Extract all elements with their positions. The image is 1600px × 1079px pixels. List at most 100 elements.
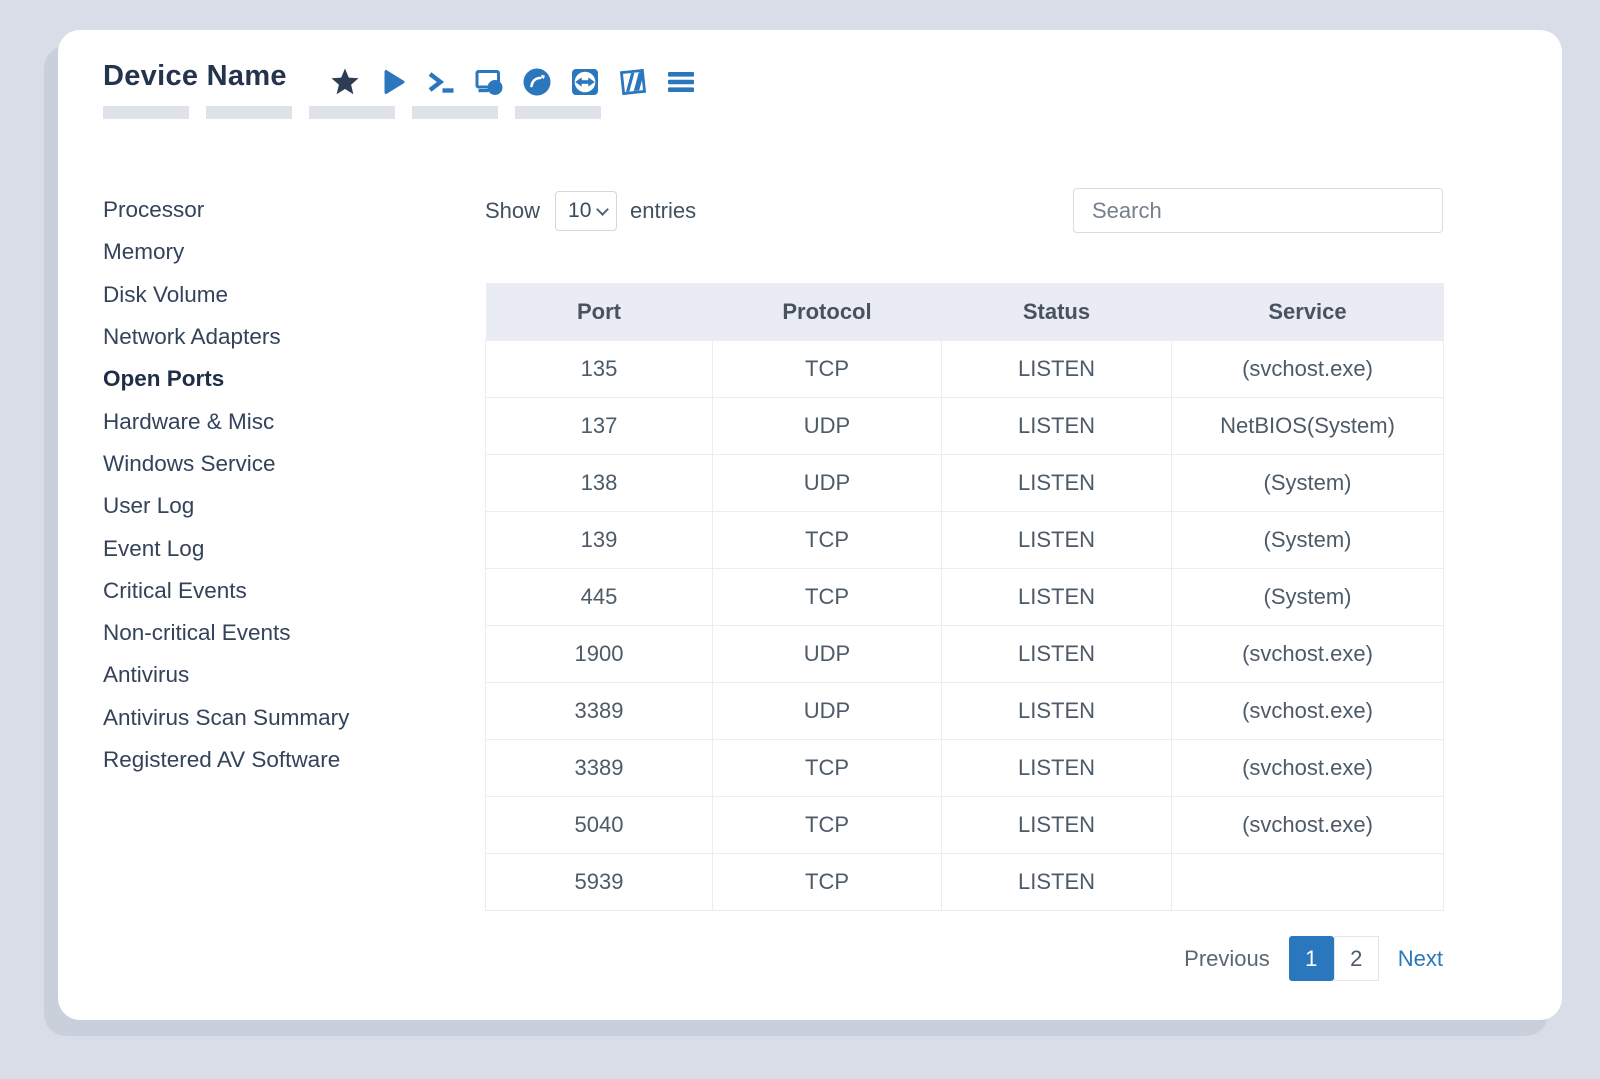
sidebar-item-disk-volume[interactable]: Disk Volume [103, 281, 229, 307]
table-cell: TCP [712, 340, 942, 398]
table-cell: 5040 [485, 796, 713, 854]
table-cell: (System) [1171, 511, 1444, 569]
table-cell: (svchost.exe) [1171, 625, 1444, 683]
teamviewer-icon[interactable] [570, 67, 600, 97]
sidebar-item-event-log[interactable]: Event Log [103, 535, 205, 561]
sidebar-item-network-adapters[interactable]: Network Adapters [103, 324, 281, 350]
star-icon[interactable] [330, 67, 360, 97]
placeholder-bar [309, 106, 395, 119]
sidebar-item-user-log[interactable]: User Log [103, 493, 195, 519]
table-row: 445 TCP LISTEN (System) [485, 568, 1444, 626]
table-cell: LISTEN [941, 511, 1172, 569]
remote-session-icon[interactable] [522, 67, 552, 97]
table-cell: 135 [485, 340, 713, 398]
sidebar-item-registered-av-software[interactable]: Registered AV Software [103, 747, 341, 772]
sidebar-item-hardware-misc[interactable]: Hardware & Misc [103, 408, 275, 434]
table-row: 137 UDP LISTEN NetBIOS(System) [485, 397, 1444, 455]
table-cell: LISTEN [941, 625, 1172, 683]
search-input[interactable] [1073, 188, 1443, 233]
sidebar-item-non-critical-events[interactable]: Non-critical Events [103, 620, 291, 646]
table-cell: 1900 [485, 625, 713, 683]
table-cell: 139 [485, 511, 713, 569]
table-cell: LISTEN [941, 739, 1172, 797]
table-row: 1900 UDP LISTEN (svchost.exe) [485, 625, 1444, 683]
table-cell: (svchost.exe) [1171, 682, 1444, 740]
table-cell: UDP [712, 454, 942, 512]
table-cell: LISTEN [941, 682, 1172, 740]
column-header-protocol[interactable]: Protocol [712, 283, 942, 341]
sidebar-item-memory[interactable]: Memory [103, 239, 185, 265]
table-cell: 5939 [485, 853, 713, 911]
menu-icon[interactable] [666, 67, 696, 97]
open-ports-table: Port Protocol Status Service 135 TCP LISTE… [485, 283, 1444, 911]
sidebar: Processor Memory Disk Volume Network Adapte… [103, 189, 349, 781]
table-cell: 445 [485, 568, 713, 626]
entries-label: entries [630, 197, 697, 223]
sidebar-item-processor[interactable]: Processor [103, 197, 205, 223]
table-cell: (System) [1171, 568, 1444, 626]
vendor-logo-icon[interactable] [618, 67, 648, 97]
table-cell: LISTEN [941, 340, 1172, 398]
page-title: Device Name [103, 60, 287, 92]
table-row: 3389 UDP LISTEN (svchost.exe) [485, 682, 1444, 740]
table-row: 3389 TCP LISTEN (svchost.exe) [485, 739, 1444, 797]
terminal-icon[interactable] [426, 67, 456, 97]
table-cell: (System) [1171, 454, 1444, 512]
sidebar-item-open-ports[interactable]: Open Ports [103, 366, 225, 392]
device-card: Device Name Processor Memory Disk Volume Ne… [58, 30, 1562, 1020]
placeholder-bar [412, 106, 498, 119]
table-cell: LISTEN [941, 454, 1172, 512]
placeholder-bar [103, 106, 189, 119]
table-row: 138 UDP LISTEN (System) [485, 454, 1444, 512]
table-cell: NetBIOS(System) [1171, 397, 1444, 455]
table-row: 5939 TCP LISTEN [485, 853, 1444, 911]
table-cell: (svchost.exe) [1171, 739, 1444, 797]
table-cell: 3389 [485, 739, 713, 797]
table-header-row: Port Protocol Status Service [485, 283, 1444, 341]
placeholder-bar [515, 106, 601, 119]
table-cell: UDP [712, 682, 942, 740]
sidebar-item-antivirus[interactable]: Antivirus [103, 662, 190, 688]
next-button[interactable]: Next [1397, 945, 1443, 971]
column-header-status[interactable]: Status [941, 283, 1172, 341]
play-icon[interactable] [378, 67, 408, 97]
table-row: 5040 TCP LISTEN (svchost.exe) [485, 796, 1444, 854]
table-cell: LISTEN [941, 853, 1172, 911]
table-cell: TCP [712, 796, 942, 854]
table-cell: UDP [712, 397, 942, 455]
table-cell: UDP [712, 625, 942, 683]
table-body: 135 TCP LISTEN (svchost.exe) 137 UDP LISTEN Net… [485, 340, 1444, 911]
toolbar [330, 66, 696, 98]
page-size-select-wrap: 10 [555, 190, 618, 231]
page-button-1[interactable]: 1 [1288, 936, 1334, 981]
column-header-service[interactable]: Service [1171, 283, 1444, 341]
previous-button[interactable]: Previous [1184, 945, 1270, 971]
sidebar-item-critical-events[interactable]: Critical Events [103, 577, 247, 603]
table-cell: LISTEN [941, 796, 1172, 854]
table-cell: 137 [485, 397, 713, 455]
table-row: 139 TCP LISTEN (System) [485, 511, 1444, 569]
table-cell: TCP [712, 853, 942, 911]
table-cell [1171, 853, 1444, 911]
table-cell: 138 [485, 454, 713, 512]
screen-share-icon[interactable] [474, 67, 504, 97]
table-cell: (svchost.exe) [1171, 340, 1444, 398]
sidebar-item-windows-service[interactable]: Windows Service [103, 450, 276, 476]
table-row: 135 TCP LISTEN (svchost.exe) [485, 340, 1444, 398]
table-cell: LISTEN [941, 397, 1172, 455]
table-controls: Show 10 entries [485, 188, 1443, 233]
table-cell: TCP [712, 739, 942, 797]
page-button-2[interactable]: 2 [1333, 936, 1379, 981]
page-size-select[interactable]: 10 [555, 190, 618, 231]
table-cell: LISTEN [941, 568, 1172, 626]
table-cell: 3389 [485, 682, 713, 740]
show-label: Show [485, 197, 541, 223]
table-cell: TCP [712, 511, 942, 569]
column-header-port[interactable]: Port [485, 283, 713, 341]
table-cell: (svchost.exe) [1171, 796, 1444, 854]
sidebar-item-antivirus-scan-summary[interactable]: Antivirus Scan Summary [103, 704, 350, 730]
placeholder-bars [103, 106, 601, 119]
